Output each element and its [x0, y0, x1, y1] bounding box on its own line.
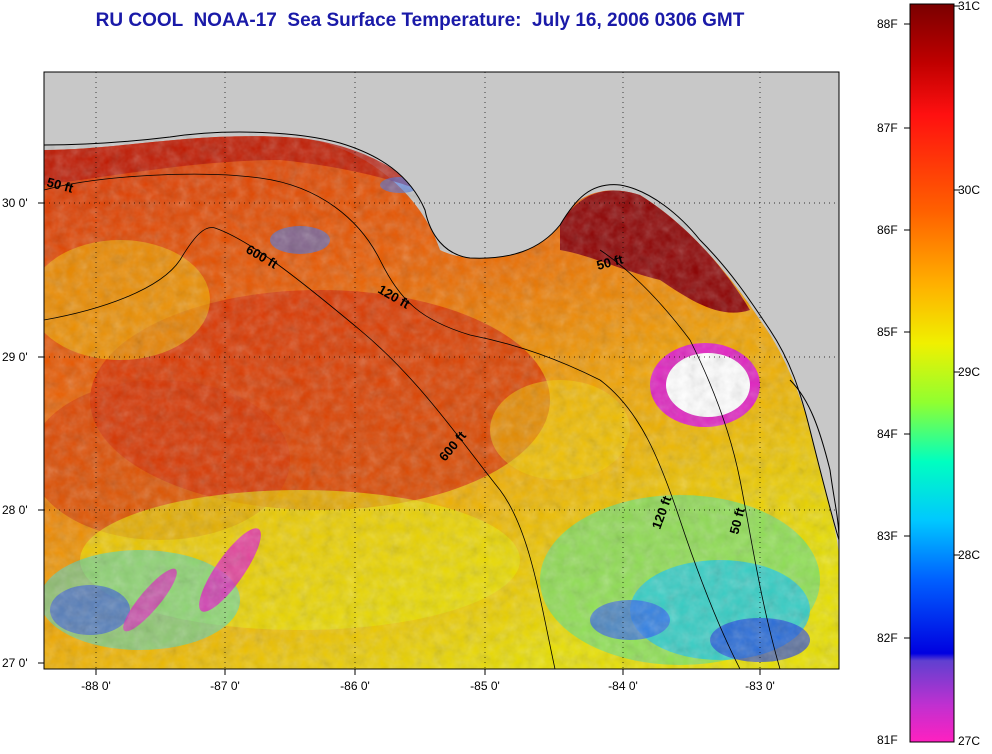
- contour-label: 50 ft: [726, 505, 748, 535]
- map-title: RU COOL NOAA-17 Sea Surface Temperature:…: [95, 10, 745, 31]
- contour-50ft: [599, 249, 781, 669]
- lon-label: -84 0': [608, 679, 638, 693]
- axis-ticks: [38, 202, 761, 675]
- land-north: [44, 72, 839, 540]
- contour-600ft: [44, 227, 556, 669]
- contour-label: 50 ft: [45, 174, 75, 196]
- lon-label: -87 0': [210, 679, 240, 693]
- lat-label: 27 0': [2, 656, 28, 670]
- lon-label: -88 0': [81, 679, 111, 693]
- lat-label: 30 0': [2, 196, 28, 210]
- contour-120ft: [44, 173, 741, 669]
- coastline: [44, 131, 839, 541]
- lon-label: -86 0': [340, 679, 370, 693]
- contour-label: 50 ft: [595, 251, 625, 273]
- map-border: [43, 71, 840, 670]
- lon-label: -85 0': [470, 679, 500, 693]
- lat-label: 28 0': [2, 503, 28, 517]
- lon-label: -83 0': [745, 679, 775, 693]
- lat-label: 29 0': [2, 350, 28, 364]
